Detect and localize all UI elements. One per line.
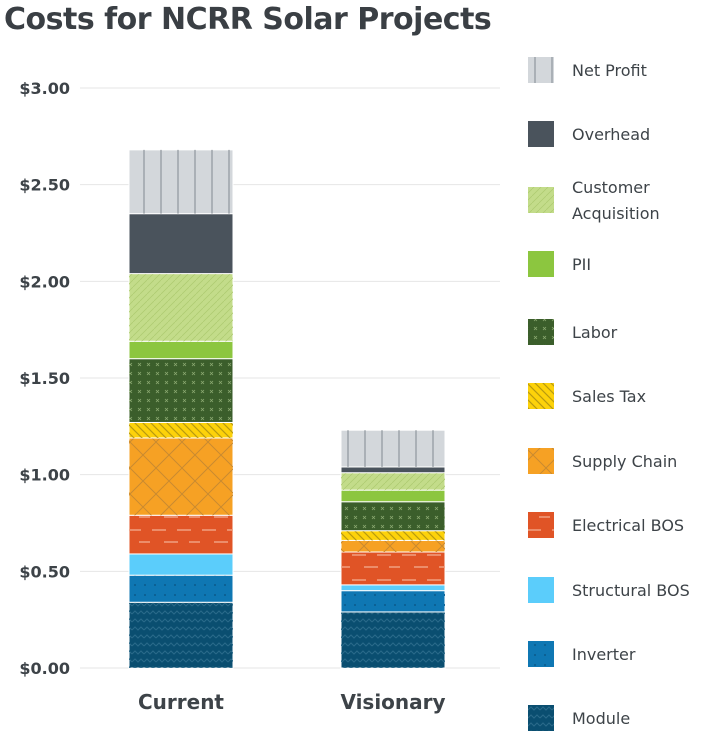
bar-segment-pii	[340, 489, 446, 503]
bar-segment-pattern	[341, 552, 445, 585]
legend-item: PII	[528, 251, 591, 277]
y-tick-label: $2.00	[19, 272, 70, 291]
y-tick-label: $0.50	[19, 562, 70, 581]
y-tick-label: $0.00	[19, 659, 70, 678]
legend-item: Inverter	[528, 641, 636, 667]
legend-item: Overhead	[528, 121, 650, 147]
bar-segment-pattern	[129, 515, 233, 554]
x-category-label: Current	[138, 690, 224, 714]
legend-label: Structural BOS	[572, 581, 690, 600]
bar-segment-pattern	[129, 575, 233, 603]
legend-item: Customer Acquisition	[528, 178, 660, 223]
bar-segment-pattern	[129, 273, 233, 342]
legend-item: Labor	[528, 319, 618, 345]
bar-segment-pattern	[341, 430, 445, 467]
bar-segment-pattern	[129, 149, 233, 214]
legend-label: Module	[572, 709, 630, 728]
legend-swatch	[528, 121, 554, 147]
legend-item: Net Profit	[528, 57, 647, 83]
legend-label: Supply Chain	[572, 452, 677, 471]
bar-segment-pii	[128, 340, 234, 360]
legend-item: Module	[528, 705, 630, 731]
bar-segment-pattern	[341, 590, 445, 612]
legend-item: Structural BOS	[528, 577, 690, 603]
x-category-label: Visionary	[340, 690, 445, 714]
bar-segment-pattern	[341, 501, 445, 531]
legend-label: Labor	[572, 323, 618, 342]
y-tick-label: $1.00	[19, 466, 70, 485]
bar-segment-pattern	[341, 472, 445, 491]
y-tick-label: $2.50	[19, 176, 70, 195]
bar-segment-pattern	[341, 540, 445, 552]
legend-label: Overhead	[572, 125, 650, 144]
bar-segment-structural-bos	[340, 584, 446, 592]
legend-label: Inverter	[572, 645, 636, 664]
bar-segment-pattern	[341, 530, 445, 541]
legend-label: Net Profit	[572, 61, 647, 80]
legend-swatch	[528, 251, 554, 277]
bar-segment-pattern	[129, 358, 233, 423]
bar-segment-pattern	[341, 611, 445, 668]
bar-segment-structural-bos	[128, 553, 234, 576]
bar-segment-pattern	[129, 602, 233, 668]
legend-item: Sales Tax	[528, 383, 646, 409]
bar-segment-overhead	[128, 213, 234, 275]
bar-segment-pattern	[129, 437, 233, 516]
y-tick-label: $3.00	[19, 79, 70, 98]
legend-label: Electrical BOS	[572, 516, 684, 535]
legend-label: PII	[572, 255, 591, 274]
chart-title: Costs for NCRR Solar Projects	[4, 2, 492, 37]
legend-item: Supply Chain	[528, 448, 677, 474]
legend-swatch	[528, 577, 554, 603]
bar-segment-overhead	[340, 466, 446, 474]
legend-label: Customer Acquisition	[572, 178, 660, 223]
legend-item: Electrical BOS	[528, 512, 684, 538]
y-tick-label: $1.50	[19, 369, 70, 388]
legend-label: Sales Tax	[572, 387, 646, 406]
bar-segment-pattern	[129, 422, 233, 438]
